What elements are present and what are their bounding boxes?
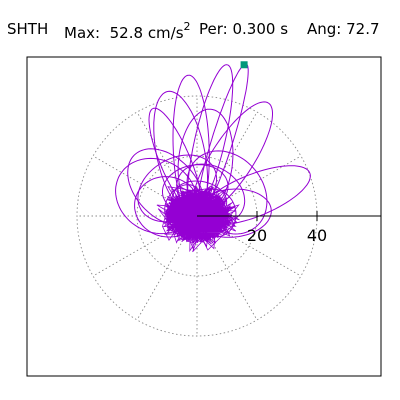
max-point-marker [240, 61, 248, 69]
period-label: Per: [199, 20, 228, 38]
radial-tick-label: 40 [307, 226, 327, 245]
angle-value: 72.7 [346, 20, 380, 38]
trace-core [156, 184, 240, 253]
max-marker-group [240, 61, 248, 69]
max-unit-exponent: 2 [183, 20, 191, 33]
radial-tick-label: 20 [247, 226, 267, 245]
radial-axis: 20 40 [197, 211, 381, 245]
hodogram-header: SHTH Max: 52.8 cm/s2 Per: 0.300 s Ang: 7… [0, 0, 400, 42]
station-code: SHTH [7, 20, 49, 38]
max-unit: cm/s [147, 24, 184, 42]
max-label: Max: [64, 24, 101, 42]
period-value: 0.300 s [232, 20, 289, 38]
max-readout: Max: 52.8 cm/s2 [64, 20, 191, 42]
trace-group [115, 63, 311, 253]
period-readout: Per: 0.300 s [199, 20, 288, 38]
angle-label: Ang: [307, 20, 342, 38]
angle-readout: Ang: 72.7 [307, 20, 380, 38]
max-value: 52.8 [109, 24, 144, 42]
